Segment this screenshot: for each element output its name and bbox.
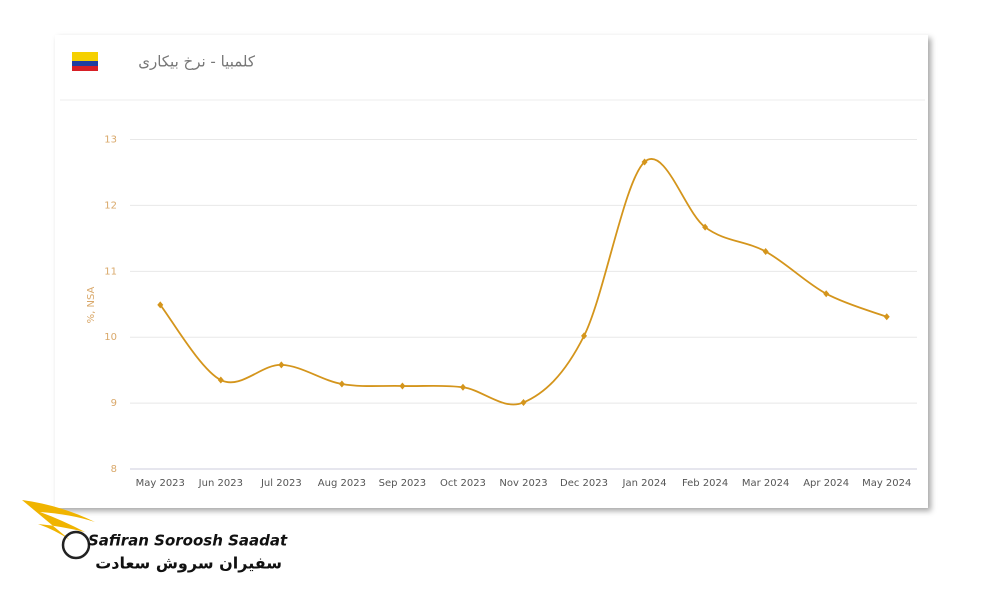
y-tick-label: 12 [104, 200, 117, 211]
point-marker [338, 380, 345, 388]
x-tick-label: Oct 2023 [440, 478, 486, 489]
logo-name-fa: سفیران سروش سعادت [95, 554, 282, 573]
x-tick-label: Apr 2024 [803, 478, 849, 489]
x-tick-label: Aug 2023 [318, 478, 366, 489]
x-tick-label: May 2023 [136, 478, 185, 489]
point-marker [702, 223, 709, 231]
y-tick-label: 11 [104, 266, 117, 277]
point-marker [217, 376, 224, 384]
chart-title: کلمبیا - نرخ بیکاری [138, 53, 256, 71]
flag [72, 52, 98, 71]
y-tick-label: 13 [104, 135, 117, 146]
y-tick-label: 8 [111, 464, 117, 475]
y-tick-label: 10 [104, 332, 117, 343]
x-tick-label: Nov 2023 [499, 478, 547, 489]
point-marker [581, 332, 588, 340]
point-marker [157, 301, 164, 309]
point-marker [823, 290, 830, 298]
point-marker [520, 398, 527, 406]
x-tick-label: May 2024 [862, 478, 911, 489]
point-marker [641, 158, 648, 166]
logo: Safiran Soroosh Saadat سفیران سروش سعادت [22, 500, 288, 573]
point-marker [278, 361, 285, 369]
x-tick-label: Dec 2023 [560, 478, 608, 489]
point-marker [459, 383, 466, 391]
point-marker [883, 313, 890, 321]
x-tick-label: Jul 2023 [260, 478, 302, 489]
x-tick-label: Feb 2024 [682, 478, 728, 489]
point-marker [762, 248, 769, 256]
y-axis-label: %, NSA [86, 286, 97, 323]
x-tick-label: Jan 2024 [622, 478, 667, 489]
x-tick-label: Mar 2024 [742, 478, 790, 489]
y-tick-label: 9 [111, 398, 117, 409]
logo-name-en: Safiran Soroosh Saadat [88, 532, 288, 550]
x-tick-label: Sep 2023 [379, 478, 426, 489]
x-tick-label: Jun 2023 [198, 478, 243, 489]
point-marker [399, 382, 406, 390]
